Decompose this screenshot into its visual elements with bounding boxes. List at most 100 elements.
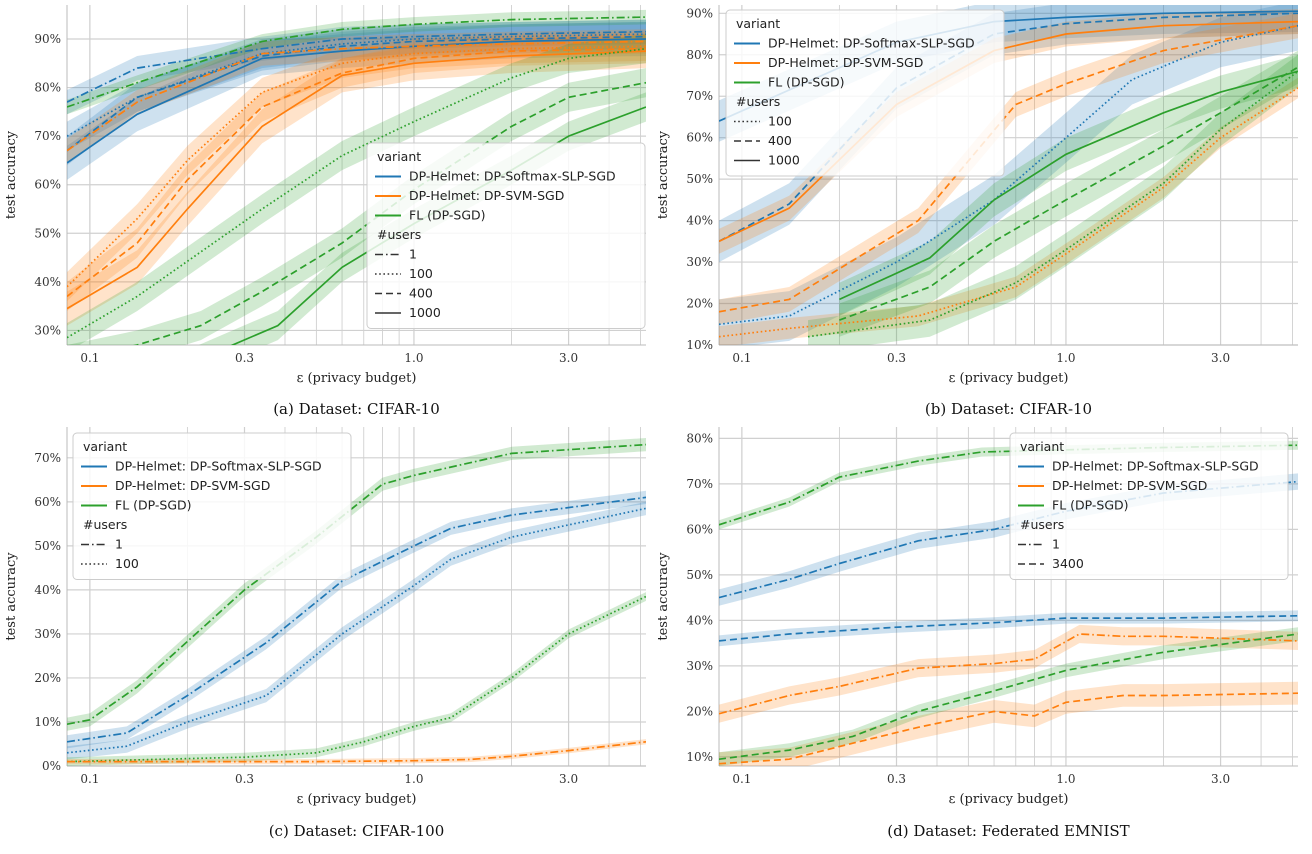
confidence-band-softmax-400 [719,5,1298,263]
x-tick-label: 0.1 [80,772,99,786]
confidence-band-softmax-100 [719,5,1298,345]
confidence-band-softmax-1 [67,19,646,115]
legend-users-label: 1 [1052,537,1060,552]
x-tick-label: 1.0 [1056,772,1075,786]
y-tick-label: 10% [686,338,713,352]
y-tick-label: 20% [686,704,713,718]
legend-title-variant: variant [83,439,127,454]
x-axis-label: ε (privacy budget) [949,792,1069,807]
series-line-softmax-users-100 [719,24,1298,326]
series-line-fl-users-400 [839,66,1298,321]
confidence-band-svm-400 [67,34,646,311]
confidence-band-softmax-1 [67,490,646,749]
series-line-softmax-users-400 [719,12,1298,243]
y-tick-label: 20% [34,671,61,685]
y-tick-label: 70% [34,451,61,465]
legend-users-label: 1000 [409,305,441,320]
confidence-band-fl-400 [67,68,646,345]
y-tick-label: 30% [34,323,61,337]
confidence-band-softmax-1000 [67,22,646,180]
y-tick-label: 50% [686,172,713,186]
legend-users-label: 100 [115,556,139,571]
legend-box [72,432,352,580]
legend-box [1009,432,1289,580]
legend-entry-label: DP-Helmet: DP-Softmax-SLP-SGD [115,459,322,474]
y-tick-label: 80% [686,431,713,445]
x-tick-label: 0.1 [732,772,751,786]
confidence-band-fl-1 [67,438,646,731]
legend: variant DP-Helmet: DP-Softmax-SLP-SGD DP-H… [72,432,352,580]
series-line-fl-users-100 [807,70,1298,338]
chart-panel-b: 0.1 0.3 1.0 3.0 10% 20% 30% 40% 50% 60% 70% 80% 90% ε… [656,5,1298,418]
x-tick-label: 0.1 [732,351,751,365]
series-line-fl-users-400 [133,81,646,345]
series-line-softmax-users-400 [67,35,646,152]
legend-title-users: #users [377,227,421,242]
series-line-svm-users-3400 [719,692,1298,765]
series-line-softmax-users-1000 [67,38,646,164]
x-tick-label: 1.0 [404,772,423,786]
legend-entry-label: DP-Helmet: DP-SVM-SGD [409,188,564,203]
y-tick-label: 10% [686,750,713,764]
y-tick-label: 50% [34,226,61,240]
y-tick-label: 40% [34,583,61,597]
x-tick-label: 0.3 [235,351,254,365]
confidence-band-svm-1000 [67,34,646,326]
y-tick-label: 0% [42,759,61,773]
y-tick-label: 70% [34,129,61,143]
legend-entry-label: DP-Helmet: DP-SVM-SGD [115,478,270,493]
y-tick-label: 50% [686,568,713,582]
confidence-band-fl-100 [808,54,1298,345]
confidence-band-svm-3400 [719,681,1298,766]
legend-users-label: 3400 [1052,556,1084,571]
confidence-band-fl-400 [839,50,1298,337]
legend: variant DP-Helmet: DP-Softmax-SLP-SGD DP-H… [366,142,646,329]
y-tick-label: 60% [34,178,61,192]
series-line-softmax-users-1 [67,30,646,103]
x-tick-label: 3.0 [1211,351,1230,365]
y-tick-label: 70% [686,477,713,491]
x-tick-label: 0.1 [80,351,99,365]
x-tick-label: 3.0 [559,351,578,365]
legend-box [366,142,646,329]
chart-panel-a: 0.1 0.3 1.0 3.0 30% 40% 50% 60% 70% 80% 90% ε (priv… [4,5,646,418]
panel-caption: (a) Dataset: CIFAR-10 [273,400,440,418]
y-tick-label: 50% [34,539,61,553]
confidence-band-fl-1 [67,9,646,115]
x-axis-label: ε (privacy budget) [949,371,1069,386]
series-line-fl-users-3400 [719,633,1298,761]
series-line-fl-users-1 [67,16,646,108]
x-tick-label: 3.0 [1211,772,1230,786]
legend-users-label: 100 [768,114,792,129]
confidence-band-svm-100 [67,31,646,302]
legend-entry-label: DP-Helmet: DP-Softmax-SLP-SGD [409,169,616,184]
x-tick-label: 0.3 [887,351,906,365]
confidence-band-svm-1 [67,29,646,163]
confidence-band-svm-1 [719,624,1298,723]
y-tick-label: 70% [686,89,713,103]
legend-users-label: 1 [115,537,123,552]
legend-entry-label: DP-Helmet: DP-Softmax-SLP-SGD [1052,459,1259,474]
legend: variant DP-Helmet: DP-Softmax-SLP-SGD DP-H… [725,9,1005,177]
y-axis-label: test accuracy [4,552,19,641]
legend-title-users: #users [1020,517,1064,532]
legend-users-label: 400 [409,286,433,301]
legend-users-label: 100 [409,266,433,281]
legend-users-label: 1000 [768,153,800,168]
series-line-svm-users-1000 [67,50,646,310]
legend-users-label: 1 [409,247,417,262]
x-axis-label: ε (privacy budget) [297,792,417,807]
legend-entry-label: DP-Helmet: DP-SVM-SGD [768,55,923,70]
legend-entry-label: DP-Helmet: DP-Softmax-SLP-SGD [768,36,975,51]
y-tick-label: 40% [686,214,713,228]
x-tick-label: 3.0 [559,772,578,786]
legend-box [725,9,1005,177]
y-tick-label: 60% [34,495,61,509]
y-tick-label: 30% [686,255,713,269]
series-line-svm-users-100 [719,87,1298,338]
legend-entry-label: FL (DP-SGD) [1052,498,1129,513]
y-tick-label: 30% [34,627,61,641]
y-tick-label: 40% [34,275,61,289]
series-line-svm-users-1 [719,633,1298,715]
